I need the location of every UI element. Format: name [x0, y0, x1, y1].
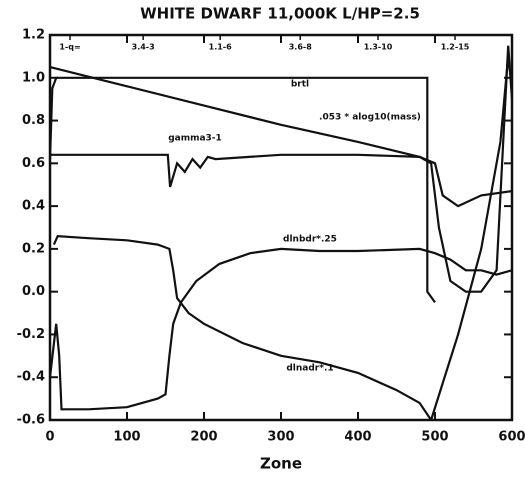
top-tick-label: 1.3-10: [364, 43, 393, 52]
top-tick-label: 1.1-6: [209, 43, 232, 52]
series-line: [48, 76, 436, 304]
series-line: [48, 247, 513, 411]
y-tick-label: 1.0: [22, 70, 45, 85]
x-tick-label: 600: [498, 430, 525, 445]
top-tick-label: 3.4-3: [132, 43, 155, 52]
x-tick-label: 400: [344, 430, 371, 445]
series-label: gamma3-1: [168, 134, 222, 144]
chart-title: WHITE DWARF 11,000K L/HP=2.5: [140, 5, 420, 23]
y-tick-label: 0.0: [22, 284, 45, 299]
y-tick-label: 0.2: [22, 241, 45, 256]
x-tick-label: 300: [267, 430, 294, 445]
series-label: brtl: [291, 80, 309, 90]
series-line: [430, 56, 514, 421]
y-tick-label: -0.6: [17, 413, 45, 428]
series-label: .053 * alog10(mass): [319, 113, 421, 123]
y-tick-label: 0.6: [22, 156, 45, 171]
y-tick-label: -0.2: [17, 327, 45, 342]
y-tick-label: 0.8: [22, 113, 45, 128]
y-tick-label: 1.2: [22, 28, 45, 43]
series-line: [52, 234, 433, 421]
x-tick-label: 500: [421, 430, 448, 445]
series-line: [50, 153, 513, 208]
x-tick-label: 200: [190, 430, 217, 445]
series-label: dlnadr*.1: [286, 364, 333, 374]
x-axis-label: Zone: [260, 455, 302, 473]
top-tick-label: 1-q=: [59, 43, 80, 52]
y-tick-label: -0.4: [17, 370, 45, 385]
series-label: dlnbdr*.25: [283, 235, 337, 245]
plot-frame: [48, 33, 514, 422]
x-tick-label: 100: [113, 430, 140, 445]
y-tick-label: 0.4: [22, 199, 45, 214]
x-tick-label: 0: [45, 430, 54, 445]
series-line: [49, 45, 514, 293]
top-tick-label: 1.2-15: [441, 43, 470, 52]
top-tick-label: 3.6-8: [289, 43, 312, 52]
